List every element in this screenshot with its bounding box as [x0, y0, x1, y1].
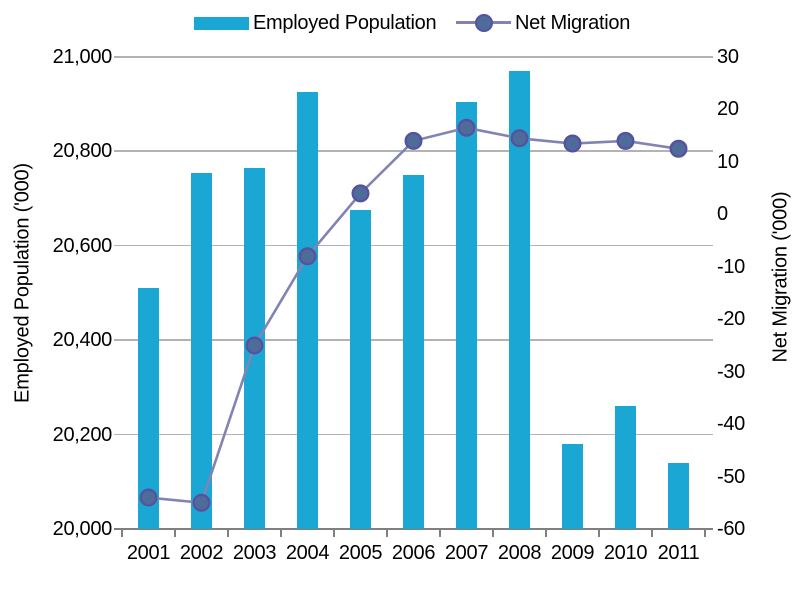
- right-axis-tick-label: 0: [717, 203, 728, 226]
- bar-series-swatch-icon: [194, 16, 249, 30]
- x-axis-tick: [439, 529, 441, 537]
- right-axis-tick-label: -40: [717, 413, 746, 436]
- x-axis-tick-label: 2003: [232, 542, 277, 564]
- data-point-marker-icon: [192, 493, 211, 512]
- right-axis-tick-label: -60: [717, 518, 746, 540]
- bar-2007: [456, 101, 477, 529]
- left-axis-tick-label: 20,000: [52, 518, 113, 540]
- x-axis-tick: [545, 529, 547, 537]
- data-point-marker-icon: [510, 129, 529, 148]
- data-point-marker-icon: [563, 134, 582, 153]
- x-axis-tick-label: 2010: [603, 542, 648, 564]
- data-point-marker-icon: [245, 336, 264, 355]
- left-axis-tick: [114, 433, 122, 436]
- right-axis-tick-label: 30: [717, 46, 739, 68]
- gridline: [122, 150, 705, 152]
- left-axis-tick: [114, 150, 122, 152]
- right-axis-tick: [705, 150, 713, 152]
- left-axis-tick-label: 20,200: [52, 423, 113, 446]
- x-axis-tick: [280, 529, 282, 537]
- x-axis-tick-label: 2004: [285, 542, 330, 564]
- left-axis-tick: [114, 56, 122, 58]
- bar-2010: [615, 406, 636, 529]
- left-axis-tick-label: 21,000: [52, 46, 113, 68]
- bar-2004: [297, 92, 318, 529]
- line-series-swatch-icon: [456, 13, 511, 33]
- x-axis-tick-label: 2006: [391, 542, 436, 564]
- right-axis-tick-label: 10: [717, 150, 739, 173]
- x-axis-line: [114, 528, 713, 531]
- x-axis-tick: [333, 529, 335, 537]
- x-axis-tick: [598, 529, 600, 537]
- x-axis-tick-label: 2001: [126, 542, 171, 564]
- gridline: [122, 56, 705, 58]
- x-axis-tick-label: 2009: [550, 542, 595, 564]
- x-axis-tick-label: 2005: [338, 542, 383, 564]
- bar-2006: [403, 175, 424, 529]
- x-axis-tick: [492, 529, 494, 537]
- bar-2001: [138, 288, 159, 529]
- right-axis-tick-label: -50: [717, 465, 746, 488]
- legend-item-net-migration: Net Migration: [456, 11, 630, 35]
- right-axis-tick-label: -10: [717, 255, 746, 278]
- x-axis-tick-label: 2007: [444, 542, 489, 564]
- x-axis-tick-label: 2011: [657, 542, 700, 564]
- data-point-marker-icon: [404, 131, 423, 150]
- x-axis-tick: [121, 529, 123, 537]
- bar-2002: [191, 172, 212, 529]
- x-axis-tick-label: 2008: [497, 542, 542, 564]
- bar-2009: [562, 444, 583, 529]
- x-axis-tick: [651, 529, 653, 537]
- x-axis-tick-label: 2002: [179, 542, 224, 564]
- x-axis-tick: [386, 529, 388, 537]
- right-axis-tick-label: -20: [717, 308, 746, 331]
- left-axis-tick: [114, 339, 122, 341]
- data-point-marker-icon: [298, 247, 317, 266]
- legend-item-employed-population: Employed Population: [194, 11, 437, 35]
- right-axis-tick: [705, 339, 713, 341]
- legend-label: Net Migration: [515, 11, 631, 34]
- legend-label: Employed Population: [253, 11, 437, 34]
- left-axis-tick-label: 20,600: [52, 234, 113, 257]
- left-axis-tick: [114, 244, 122, 247]
- right-axis-tick: [705, 244, 713, 247]
- data-point-marker-icon: [616, 131, 635, 150]
- data-point-marker-icon: [351, 184, 370, 203]
- bar-2008: [509, 71, 530, 529]
- right-axis-tick-label: -30: [717, 360, 746, 383]
- bar-2011: [668, 462, 689, 529]
- data-point-marker-icon: [669, 139, 688, 158]
- data-point-marker-icon: [139, 488, 158, 507]
- bar-2005: [350, 210, 371, 529]
- right-axis-tick-label: 20: [717, 98, 739, 121]
- x-axis-tick: [174, 529, 176, 537]
- x-axis-tick: [704, 529, 706, 537]
- right-axis-tick: [705, 433, 713, 436]
- right-axis-tick: [705, 56, 713, 58]
- left-axis-tick-label: 20,400: [52, 329, 113, 352]
- x-axis-tick: [227, 529, 229, 537]
- data-point-marker-icon: [457, 118, 476, 137]
- left-axis-tick-label: 20,800: [52, 140, 113, 163]
